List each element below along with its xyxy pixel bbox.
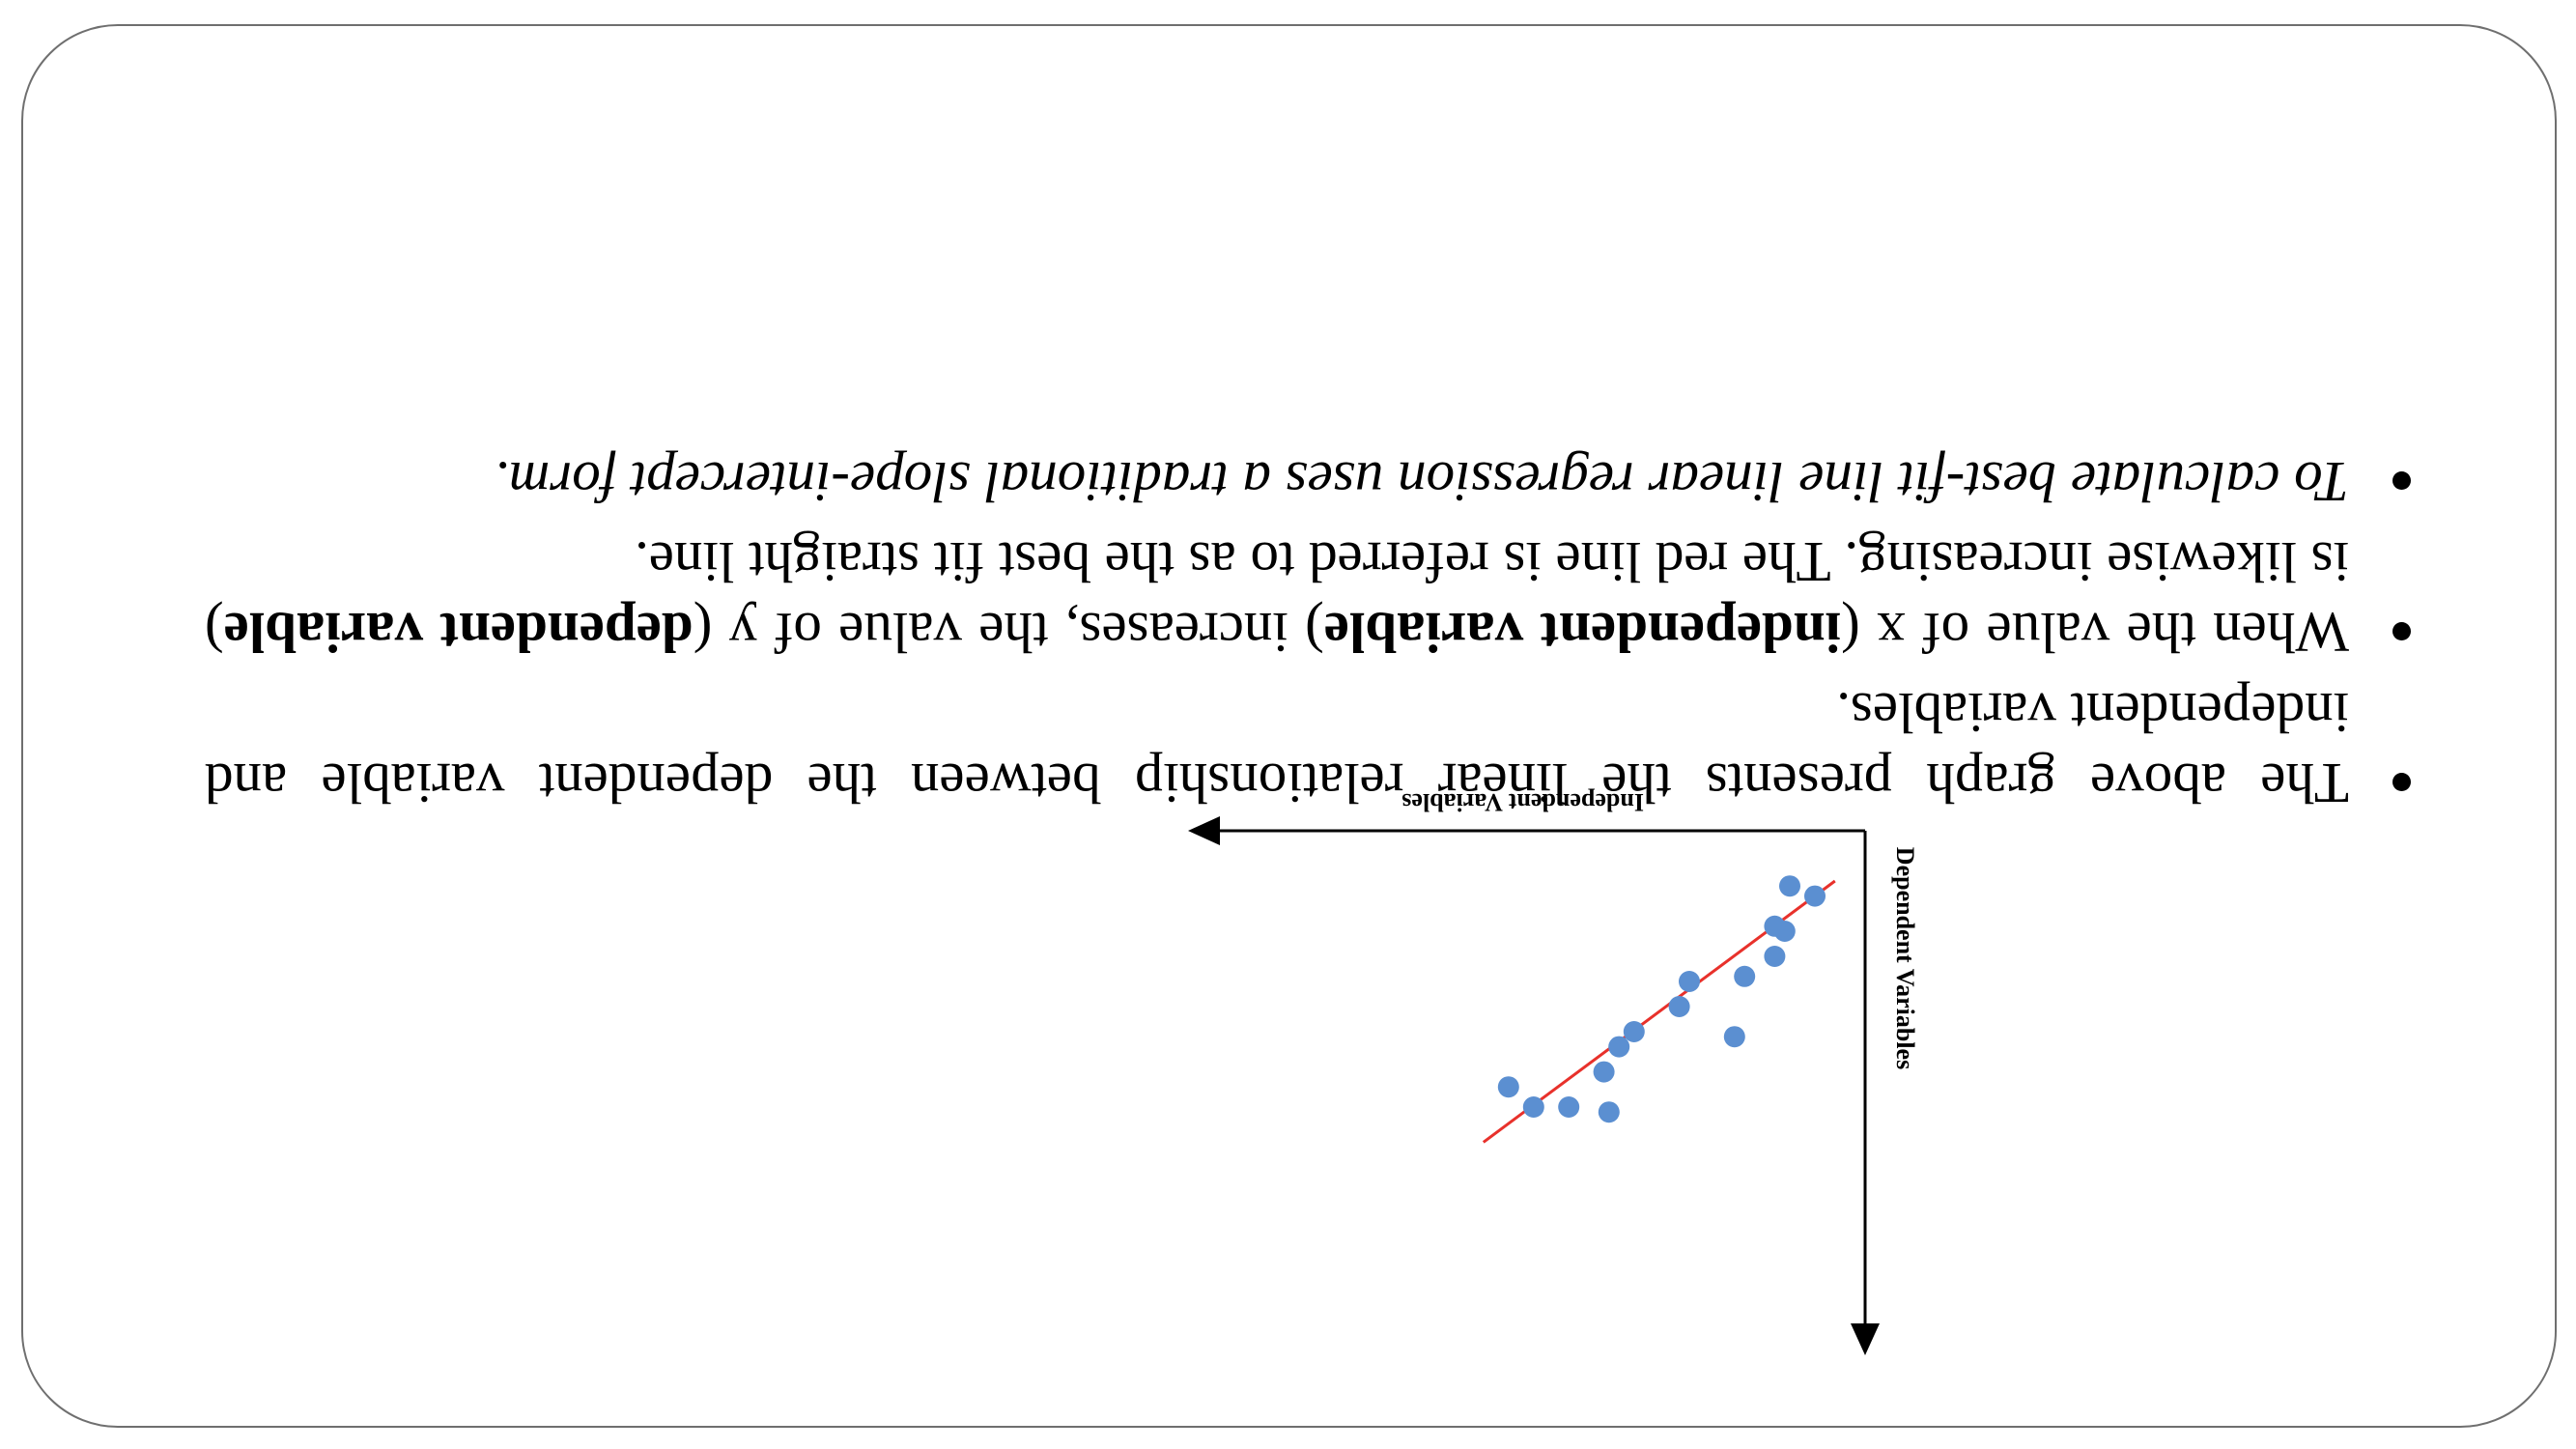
data-point [1779, 875, 1800, 897]
bullet-dot-icon [2392, 471, 2411, 490]
bullet-text: ) increases, the value of y ( [693, 601, 1324, 665]
bullet-item: When the value of x (independent variabl… [205, 526, 2411, 668]
data-point [1608, 1036, 1630, 1058]
bullet-text: To calculate best-fit line linear regres… [494, 450, 2349, 514]
data-point [1522, 1096, 1544, 1118]
data-point [1668, 996, 1690, 1017]
bullet-list: The above graph presents the linear rela… [205, 437, 2411, 818]
y-axis-label: Dependent Variables [1891, 847, 1919, 1069]
data-point [1593, 1061, 1615, 1083]
bold-term: independent variable [1323, 601, 1842, 665]
data-point [1723, 1026, 1745, 1048]
bold-term: dependent variable [223, 601, 694, 665]
x-axis-label: Independent Variables [1401, 788, 1644, 816]
data-point [1764, 946, 1786, 967]
bullet-dot-icon [2392, 773, 2411, 791]
data-point [1679, 971, 1700, 992]
data-point [1623, 1021, 1645, 1042]
plot-area [1482, 875, 1836, 1144]
data-point [1764, 915, 1786, 937]
data-point [1598, 1101, 1620, 1123]
data-point [1497, 1076, 1519, 1098]
data-point [1734, 965, 1756, 987]
bullet-item: The above graph presents the linear rela… [205, 677, 2411, 818]
bullet-item: To calculate best-fit line linear regres… [205, 446, 2411, 517]
bullet-text: When the value of x ( [1841, 601, 2349, 665]
bullet-text: The above graph presents the linear rela… [205, 681, 2349, 815]
bullet-dot-icon [2392, 622, 2411, 640]
data-point [1558, 1096, 1580, 1118]
data-point [1804, 885, 1826, 907]
